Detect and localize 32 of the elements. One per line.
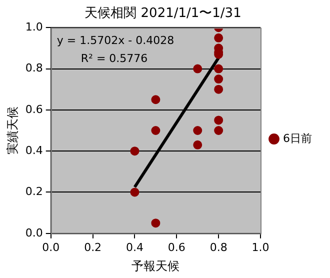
- chart-title: 天候相関 2021/1/1〜1/31: [84, 6, 242, 22]
- x-tick-label: 1.0: [252, 240, 270, 254]
- point: [193, 126, 202, 135]
- point: [151, 126, 160, 135]
- y-axis-title: 実績天候: [5, 106, 20, 154]
- annotation: R² = 0.5776: [80, 52, 148, 65]
- y-tick-label: 0.6: [25, 102, 43, 116]
- point: [214, 74, 224, 84]
- point: [193, 64, 202, 74]
- point: [214, 116, 224, 125]
- point: [214, 33, 224, 42]
- point: [214, 64, 224, 74]
- annotation: y = 1.5702x - 0.4028: [56, 34, 174, 47]
- point: [193, 140, 202, 150]
- x-tick-label: 0.8: [210, 240, 228, 254]
- y-tick-label: 0.0: [25, 226, 43, 240]
- y-tick-label: 0.4: [25, 144, 43, 157]
- x-tick-label: 0.4: [126, 240, 144, 254]
- point: [214, 84, 224, 94]
- point: [130, 146, 140, 156]
- x-tick-label: 0.0: [42, 240, 60, 254]
- y-tick-label: 1.0: [25, 20, 43, 34]
- y-tick-label: 0.2: [25, 185, 43, 198]
- legend-label: 6日前: [283, 132, 312, 145]
- point: [130, 188, 140, 197]
- point: [214, 126, 224, 135]
- y-tick-label: 0.8: [25, 62, 43, 75]
- x-axis-title: 予報天候: [132, 258, 180, 273]
- point: [151, 218, 160, 228]
- point: [151, 95, 160, 104]
- x-tick-label: 0.2: [84, 240, 102, 254]
- x-tick-label: 0.6: [168, 240, 186, 254]
